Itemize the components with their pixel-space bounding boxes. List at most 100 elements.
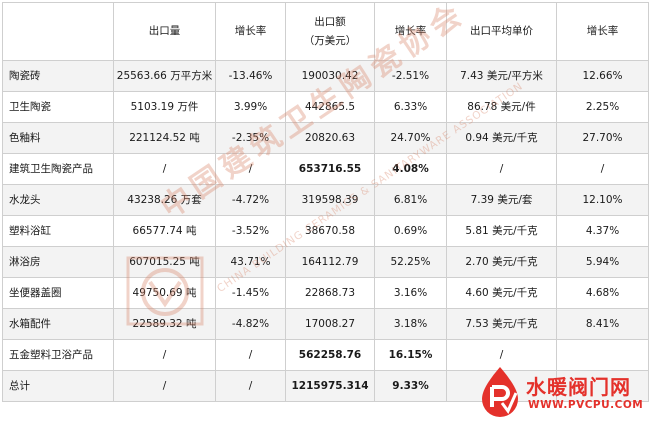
table-row: 五金塑料卫浴产品 //562258.76 16.15% / bbox=[2, 339, 649, 371]
amount-growth-cell: 0.69% bbox=[374, 215, 447, 247]
volume-growth-cell: -1.45% bbox=[215, 277, 286, 309]
row-label: 水龙头 bbox=[2, 184, 114, 216]
volume-growth-cell: -3.52% bbox=[215, 215, 286, 247]
export-amount-cell: 20820.63 bbox=[285, 122, 375, 154]
volume-growth-cell: / bbox=[215, 153, 286, 185]
row-label: 建筑卫生陶瓷产品 bbox=[2, 153, 114, 185]
unit-price-cell: 7.43 美元/平方米 bbox=[446, 60, 557, 92]
table-row: 坐便器盖圈 49750.69 吨 -1.45% 22868.73 3.16% 4.60 美… bbox=[2, 277, 649, 309]
price-growth-cell: 8.41% bbox=[556, 308, 649, 340]
export-volume-cell: / bbox=[113, 370, 216, 402]
table-row: 水龙头 43238.26 万套 -4.72% 319598.39 6.81% 7.39 美… bbox=[2, 184, 649, 216]
export-amount-cell: 164112.79 bbox=[285, 246, 375, 278]
header-cell-unit-price: 出口平均单价 bbox=[446, 2, 557, 61]
price-growth-cell: / bbox=[556, 153, 649, 185]
export-amount-cell: 562258.76 bbox=[285, 339, 375, 371]
amount-growth-cell: 16.15% bbox=[374, 339, 447, 371]
export-volume-cell: 221124.52 吨 bbox=[113, 122, 216, 154]
unit-price-cell: 2.70 美元/千克 bbox=[446, 246, 557, 278]
table-row: 淋浴房 607015.25 吨 43.71% 164112.79 52.25% 2.70 … bbox=[2, 246, 649, 278]
header-amount-title: 出口额 bbox=[314, 15, 346, 28]
export-volume-cell: / bbox=[113, 339, 216, 371]
unit-price-cell: 0.94 美元/千克 bbox=[446, 122, 557, 154]
header-cell-export-volume: 出口量 bbox=[113, 2, 216, 61]
volume-growth-cell: -2.35% bbox=[215, 122, 286, 154]
export-amount-cell: 38670.58 bbox=[285, 215, 375, 247]
unit-price-cell: 5.81 美元/千克 bbox=[446, 215, 557, 247]
export-amount-cell: 22868.73 bbox=[285, 277, 375, 309]
volume-growth-cell: / bbox=[215, 370, 286, 402]
export-amount-cell: 1215975.314 bbox=[285, 370, 375, 402]
row-label: 卫生陶瓷 bbox=[2, 91, 114, 123]
price-growth-cell bbox=[556, 339, 649, 371]
volume-growth-cell: / bbox=[215, 339, 286, 371]
header-cell-amount-growth: 增长率 bbox=[374, 2, 447, 61]
export-volume-cell: 22589.32 吨 bbox=[113, 308, 216, 340]
unit-price-cell: / bbox=[446, 153, 557, 185]
amount-growth-cell: -2.51% bbox=[374, 60, 447, 92]
export-amount-cell: 442865.5 bbox=[285, 91, 375, 123]
table-row: 陶瓷砖 25563.66 万平方米 -13.46% 190030.42 -2.51% 7.… bbox=[2, 60, 649, 92]
amount-growth-cell: 4.08% bbox=[374, 153, 447, 185]
amount-growth-cell: 3.16% bbox=[374, 277, 447, 309]
price-growth-cell: 12.66% bbox=[556, 60, 649, 92]
export-amount-cell: 653716.55 bbox=[285, 153, 375, 185]
row-label: 总计 bbox=[2, 370, 114, 402]
row-label: 淋浴房 bbox=[2, 246, 114, 278]
unit-price-cell: / bbox=[446, 339, 557, 371]
row-label: 水箱配件 bbox=[2, 308, 114, 340]
price-growth-cell: 12.10% bbox=[556, 184, 649, 216]
export-volume-cell: / bbox=[113, 153, 216, 185]
amount-growth-cell: 9.33% bbox=[374, 370, 447, 402]
export-amount-cell: 17008.27 bbox=[285, 308, 375, 340]
header-cell-volume-growth: 增长率 bbox=[215, 2, 286, 61]
amount-growth-cell: 52.25% bbox=[374, 246, 447, 278]
header-cell-export-amount: 出口额 （万美元） bbox=[285, 2, 375, 61]
export-amount-cell: 190030.42 bbox=[285, 60, 375, 92]
header-cell-blank bbox=[2, 2, 114, 61]
row-label: 色釉料 bbox=[2, 122, 114, 154]
header-cell-price-growth: 增长率 bbox=[556, 2, 649, 61]
export-volume-cell: 43238.26 万套 bbox=[113, 184, 216, 216]
unit-price-cell: 7.39 美元/套 bbox=[446, 184, 557, 216]
table-row: 建筑卫生陶瓷产品 //653716.55 4.08% / / bbox=[2, 153, 649, 185]
table-header-row: 出口量 增长率 出口额 （万美元） 增长率 出口平均单价 增长率 bbox=[2, 2, 649, 61]
table-row: 塑料浴缸 66577.74 吨 -3.52% 38670.58 0.69% 5.81 美元… bbox=[2, 215, 649, 247]
brand-logo-icon bbox=[482, 367, 518, 417]
unit-price-cell: 86.78 美元/件 bbox=[446, 91, 557, 123]
amount-growth-cell: 24.70% bbox=[374, 122, 447, 154]
volume-growth-cell: -13.46% bbox=[215, 60, 286, 92]
export-volume-cell: 5103.19 万件 bbox=[113, 91, 216, 123]
price-growth-cell: 5.94% bbox=[556, 246, 649, 278]
export-volume-cell: 66577.74 吨 bbox=[113, 215, 216, 247]
export-volume-cell: 49750.69 吨 bbox=[113, 277, 216, 309]
volume-growth-cell: 43.71% bbox=[215, 246, 286, 278]
volume-growth-cell: -4.72% bbox=[215, 184, 286, 216]
price-growth-cell bbox=[556, 370, 649, 402]
table-row: 卫生陶瓷 5103.19 万件 3.99% 442865.5 6.33% 86.78 美元… bbox=[2, 91, 649, 123]
amount-growth-cell: 6.81% bbox=[374, 184, 447, 216]
brand-name: 水暖阀门网 bbox=[526, 375, 631, 399]
price-growth-cell: 4.68% bbox=[556, 277, 649, 309]
amount-growth-cell: 3.18% bbox=[374, 308, 447, 340]
volume-growth-cell: 3.99% bbox=[215, 91, 286, 123]
unit-price-cell: 7.53 美元/千克 bbox=[446, 308, 557, 340]
brand-watermark: 水暖阀门网 WWW.PVCPU.COM bbox=[476, 363, 646, 421]
header-amount-unit: （万美元） bbox=[303, 34, 357, 47]
table-row: 色釉料 221124.52 吨 -2.35% 20820.63 24.70% 0.94 美… bbox=[2, 122, 649, 154]
export-volume-cell: 607015.25 吨 bbox=[113, 246, 216, 278]
unit-price-cell: 4.60 美元/千克 bbox=[446, 277, 557, 309]
export-amount-cell: 319598.39 bbox=[285, 184, 375, 216]
brand-url: WWW.PVCPU.COM bbox=[528, 399, 644, 411]
row-label: 坐便器盖圈 bbox=[2, 277, 114, 309]
amount-growth-cell: 6.33% bbox=[374, 91, 447, 123]
row-label: 塑料浴缸 bbox=[2, 215, 114, 247]
price-growth-cell: 27.70% bbox=[556, 122, 649, 154]
row-label: 陶瓷砖 bbox=[2, 60, 114, 92]
table-row: 水箱配件 22589.32 吨 -4.82% 17008.27 3.18% 7.53 美元… bbox=[2, 308, 649, 340]
row-label: 五金塑料卫浴产品 bbox=[2, 339, 114, 371]
price-growth-cell: 4.37% bbox=[556, 215, 649, 247]
price-growth-cell: 2.25% bbox=[556, 91, 649, 123]
export-volume-cell: 25563.66 万平方米 bbox=[113, 60, 216, 92]
volume-growth-cell: -4.82% bbox=[215, 308, 286, 340]
